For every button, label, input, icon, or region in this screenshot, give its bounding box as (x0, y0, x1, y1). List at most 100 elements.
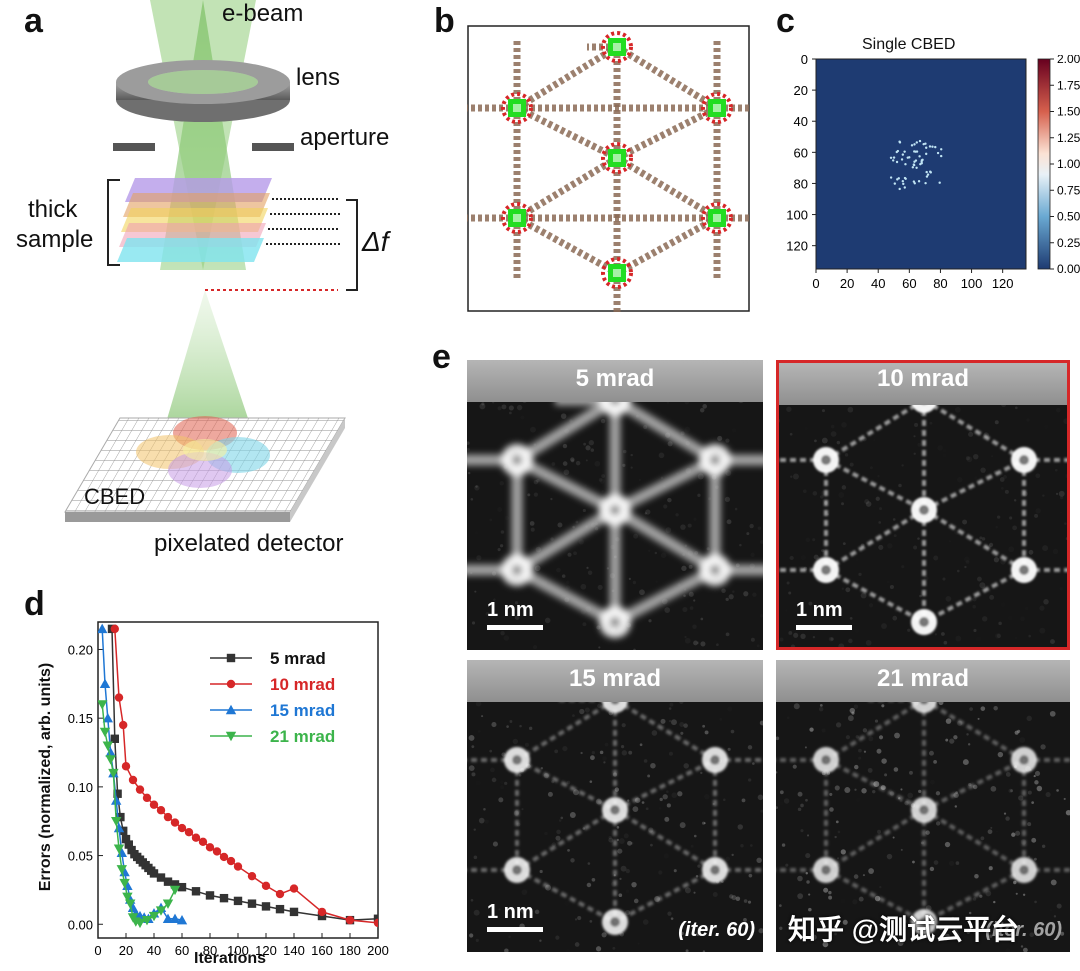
data-point (191, 833, 201, 842)
colorbar-tick: 1.50 (1057, 105, 1080, 119)
data-point (113, 789, 122, 798)
mof-structure (467, 25, 750, 312)
aperture-left (113, 143, 155, 151)
error-chart: 0 20 40 60 80 100 120 140 160 180 200 0.00 0.05 0.10 0… (68, 621, 389, 958)
scale-bar (487, 927, 543, 932)
data-point (141, 915, 153, 926)
sample-label: sample (16, 226, 94, 253)
data-point (119, 878, 130, 889)
data-point (373, 918, 378, 928)
data-point (125, 899, 136, 909)
data-point (225, 704, 237, 715)
panel-label-c: c (776, 2, 795, 40)
colorbar-tick: 1.25 (1057, 131, 1080, 145)
data-point (289, 907, 299, 917)
data-point (289, 884, 299, 893)
data-point (162, 913, 174, 923)
metal-node (601, 31, 633, 63)
recon-21mrad: 21 mrad (iter. 60) (776, 660, 1070, 952)
x-tick-label: 60 (902, 276, 916, 291)
data-point (111, 817, 122, 827)
data-point (233, 862, 243, 871)
data-point (170, 818, 180, 827)
data-point (113, 844, 125, 854)
data-point (99, 678, 111, 689)
data-point (98, 700, 108, 710)
x-tick-label: 20 (840, 276, 854, 291)
x-tick-label: 0 (812, 276, 819, 291)
y-tick-label: 80 (794, 176, 808, 191)
data-point (261, 902, 271, 911)
metal-node (601, 142, 633, 174)
series-10-mrad (110, 624, 378, 928)
x-tick-label: 60 (175, 943, 189, 958)
cbed-title: Single CBED (862, 36, 956, 53)
data-point (149, 800, 159, 809)
data-point (233, 896, 243, 906)
y-tick-label: 0.20 (68, 642, 93, 657)
defocus-label: Δf (362, 226, 389, 257)
panel-label-e: e (432, 338, 451, 376)
data-point (373, 914, 378, 923)
data-point (219, 893, 229, 903)
lens-label: lens (296, 64, 341, 91)
legend-label: 10 mrad (270, 675, 335, 694)
y-tick-label: 20 (794, 83, 808, 98)
data-point (119, 720, 128, 730)
data-point (148, 911, 160, 922)
x-tick-label: 80 (203, 943, 217, 958)
x-tick-label: 200 (367, 943, 389, 958)
y-tick-label: 100 (786, 208, 808, 223)
ebeam-label: e-beam (222, 0, 304, 27)
y-tick-label: 0.05 (68, 849, 93, 864)
watermark: 知乎 @测试云平台 (788, 914, 1020, 945)
data-point (105, 747, 116, 757)
recon-title: 5 mrad (575, 365, 655, 392)
data-point (169, 885, 181, 896)
data-point (114, 693, 124, 702)
series-line (114, 628, 378, 924)
panel-label-a: a (24, 2, 43, 40)
data-point (110, 624, 120, 634)
data-point (177, 823, 187, 833)
data-point (345, 915, 355, 925)
x-tick-label: 120 (255, 943, 277, 958)
data-point (149, 869, 159, 878)
data-point (212, 847, 222, 856)
data-point (121, 834, 131, 844)
scale-bar (487, 625, 543, 630)
x-tick-label: 80 (933, 276, 947, 291)
x-tick-label: 140 (283, 943, 305, 958)
colorbar-tick: 0.50 (1057, 210, 1080, 224)
data-point (184, 828, 194, 837)
diffraction-spots (889, 139, 943, 191)
x-tick-label: 120 (992, 276, 1014, 291)
data-point (176, 914, 188, 925)
recon-image (776, 360, 1070, 650)
x-tick-label: 100 (961, 276, 983, 291)
data-point (142, 793, 152, 803)
cbed-discs (136, 416, 270, 488)
detector-label: pixelated detector (154, 530, 344, 557)
data-point (128, 775, 138, 785)
chart-ylabel: Errors (normalized, arb. units) (37, 662, 54, 892)
scale-label: 1 nm (796, 599, 843, 621)
data-point (156, 873, 166, 882)
recon-15mrad: 15 mrad 1 nm (iter. 60) (467, 660, 763, 952)
iteration-note: (iter. 60) (985, 919, 1062, 941)
x-tick-label: 40 (871, 276, 885, 291)
sample-layers (117, 178, 272, 262)
x-tick-label: 180 (339, 943, 361, 958)
data-point (247, 871, 257, 881)
plot-frame (97, 621, 379, 939)
data-point (155, 906, 167, 916)
y-tick-label: 120 (786, 239, 808, 254)
x-tick-label: 40 (147, 943, 161, 958)
data-point (105, 755, 116, 765)
data-point (191, 887, 201, 896)
series-21-mrad (98, 700, 181, 929)
data-point (247, 899, 257, 908)
data-point (205, 843, 215, 852)
colorbar-tick: 1.00 (1057, 157, 1080, 171)
